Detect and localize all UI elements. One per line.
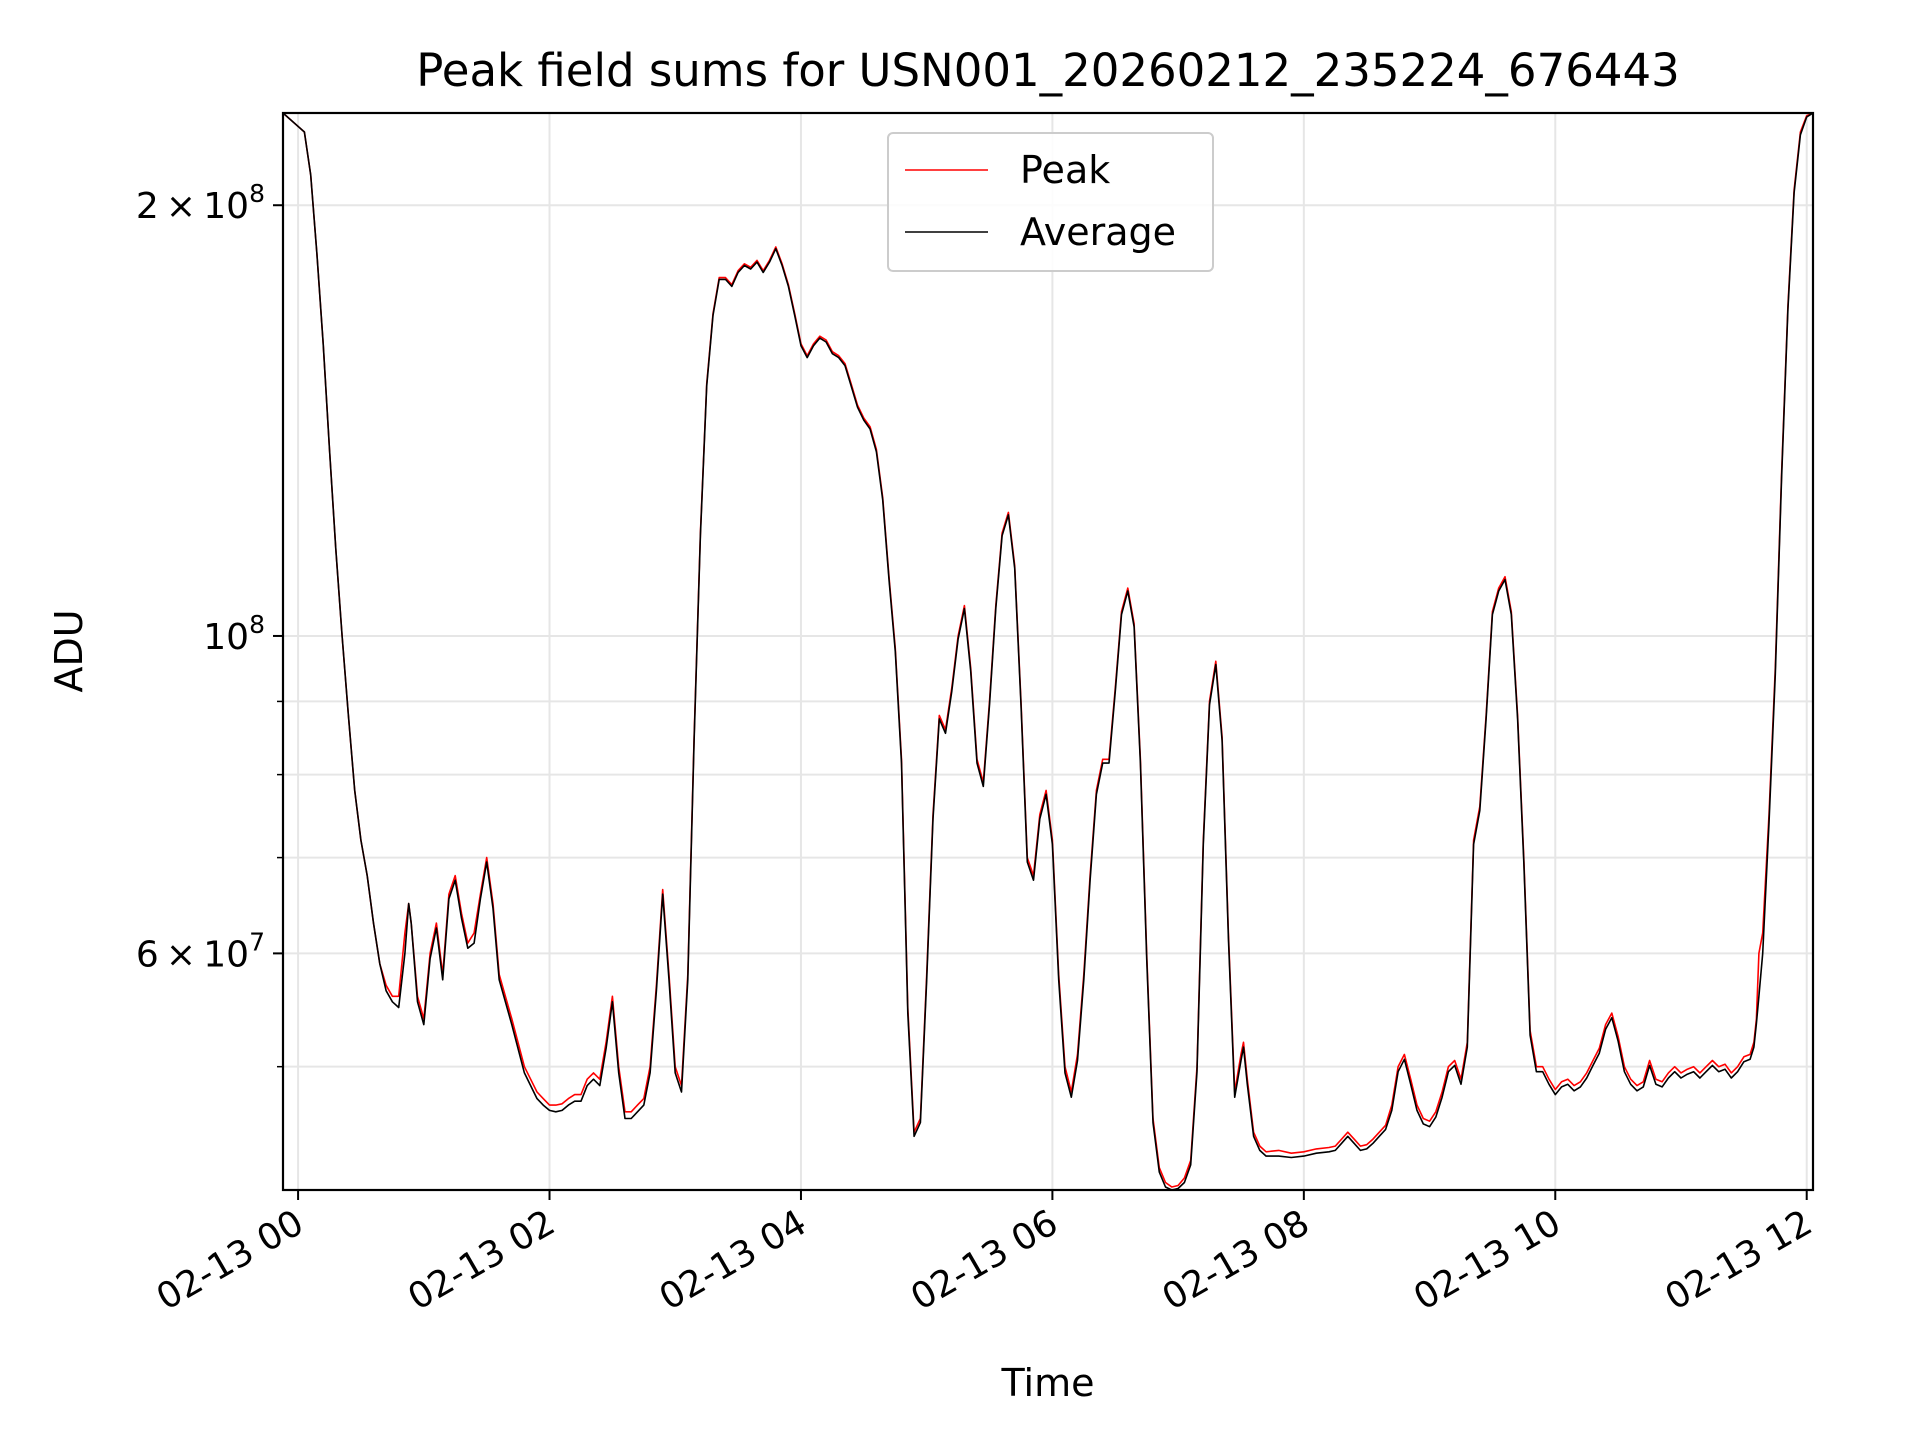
legend-box	[887, 132, 1214, 272]
x-axis-label: Time	[1001, 1361, 1095, 1405]
legend-label-peak: Peak	[1020, 148, 1110, 192]
series-line-average	[283, 113, 1813, 1190]
y-tick-label: 2 × 108	[136, 179, 265, 227]
y-tick-label: 6 × 107	[136, 927, 265, 975]
legend: Peak Average	[887, 132, 1214, 272]
series-layer	[283, 113, 1813, 1190]
chart-title: Peak field sums for USN001_20260212_2352…	[416, 44, 1679, 97]
plot-area-frame	[281, 111, 1815, 1192]
y-axis-label: ADU	[47, 609, 91, 692]
y-axis: 6 × 107 108 2 × 108	[136, 179, 283, 1068]
legend-label-average: Average	[1020, 210, 1176, 254]
y-tick-label: 108	[203, 610, 265, 658]
